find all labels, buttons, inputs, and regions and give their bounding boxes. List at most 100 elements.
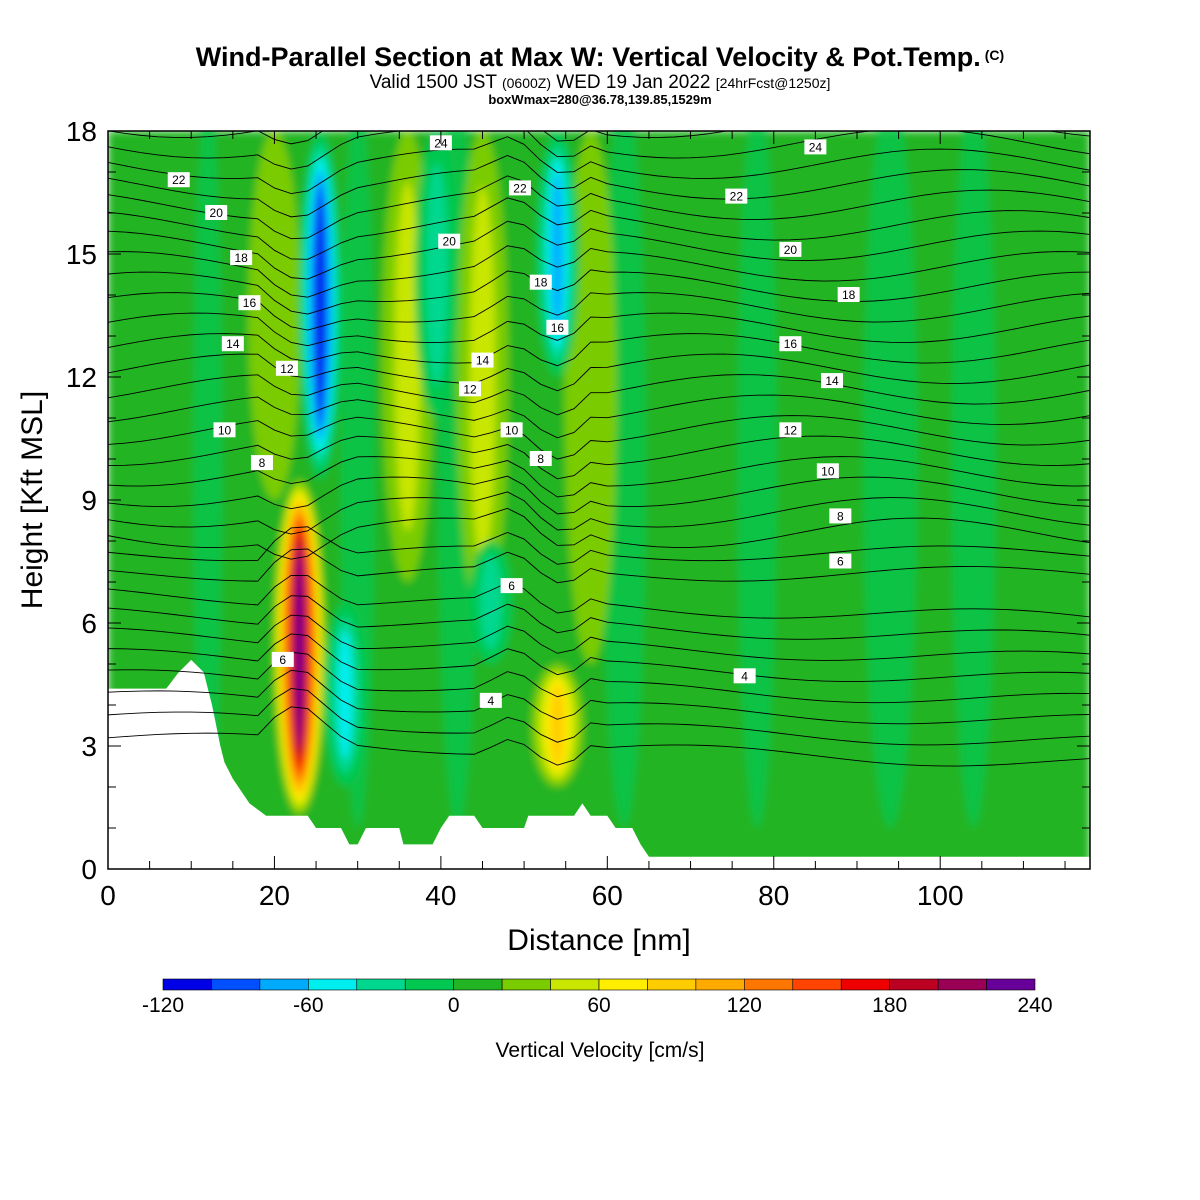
theta-label-11: 18	[529, 274, 552, 290]
downdraft-1-level-3	[337, 630, 353, 760]
theta-label-20: 24	[804, 139, 827, 155]
theta-label-0: 22	[167, 172, 190, 188]
theta-label-bg-1	[205, 205, 228, 220]
vertical-velocity-field	[108, 131, 1090, 869]
theta-contour-27	[108, 155, 1090, 218]
theta-contour-3	[108, 651, 1090, 704]
theta-label-bg-30	[733, 668, 756, 684]
theta-contour-10	[108, 507, 1090, 560]
downdraft-2-level-2	[425, 163, 448, 386]
theta-label-bg-19	[271, 651, 294, 667]
colorbar-segment-6	[453, 978, 503, 991]
theta-contour-24	[108, 220, 1090, 280]
theta-contour-9	[108, 526, 1090, 565]
theta-contour-21	[108, 292, 1090, 331]
forecast-info: [24hrFcst@1250z]	[715, 75, 831, 91]
x-tick-label-40: 40	[425, 880, 456, 911]
theta-contour-16	[108, 394, 1090, 439]
theta-label-30: 4	[733, 668, 756, 684]
colorbar-segment-5	[404, 978, 454, 991]
colorbar-segment-3	[308, 978, 358, 991]
theta-contour-26	[108, 175, 1090, 240]
theta-label-text-5: 12	[280, 362, 294, 376]
theta-label-27: 10	[816, 463, 839, 479]
theta-label-9: 22	[508, 180, 531, 196]
theta-contour-17	[108, 374, 1090, 416]
y-tick-label-9: 9	[81, 485, 97, 516]
colorbar: -120 -60 0 60 120 180 240	[142, 978, 1053, 1017]
theta-label-bg-18	[479, 692, 502, 708]
theta-contour-13	[108, 456, 1090, 498]
theta-label-6: 10	[213, 422, 236, 438]
theta-label-22: 20	[779, 241, 802, 257]
theta-label-15: 10	[500, 422, 523, 438]
colorbar-tick-label-3: 60	[587, 994, 610, 1017]
theta-label-bg-26	[779, 422, 802, 438]
theta-label-bg-22	[779, 241, 802, 257]
colorbar-segment-11	[695, 978, 745, 991]
theta-label-10: 20	[438, 233, 461, 249]
theta-contour-4	[108, 633, 1090, 682]
theta-label-text-10: 20	[443, 235, 457, 249]
downdraft-4-level-2	[479, 554, 502, 651]
terrain-fill	[108, 659, 1090, 869]
updraft-4-level-2	[469, 186, 496, 568]
theta-label-bg-3	[238, 295, 261, 311]
theta-label-bg-29	[829, 553, 852, 569]
theta-label-1: 20	[205, 205, 228, 220]
theta-contour-29	[108, 131, 1090, 170]
theta-label-bg-4	[221, 336, 244, 352]
theta-label-7: 8	[250, 455, 273, 471]
theta-contour-23	[108, 245, 1090, 298]
theta-label-4: 14	[221, 336, 244, 352]
theta-label-bg-27	[816, 463, 839, 479]
theta-label-text-21: 22	[730, 190, 744, 204]
y-axis-title: Height [Kft MSL]	[16, 391, 49, 609]
downdraft-3-level-4	[551, 172, 563, 336]
colorbar-tick-label-6: 240	[1017, 994, 1052, 1017]
theta-label-text-25: 14	[825, 374, 839, 388]
theta-label-text-2: 18	[234, 251, 248, 265]
updraft-1-level-4	[550, 684, 564, 767]
theta-label-text-13: 14	[476, 354, 490, 368]
theta-label-text-17: 6	[508, 579, 515, 593]
theta-label-text-7: 8	[259, 456, 266, 470]
theta-contour-14	[108, 435, 1090, 480]
valid-prefix: Valid 1500 JST	[369, 72, 497, 93]
colorbar-segment-4	[356, 978, 406, 991]
theta-label-21: 22	[725, 188, 748, 204]
theta-label-text-20: 24	[809, 140, 823, 154]
theta-label-bg-28	[829, 508, 852, 524]
theta-label-14: 12	[459, 381, 482, 397]
colorbar-segment-12	[744, 978, 794, 991]
plot-axes: 0 20 40 60 80 100 0 3 6 9 12 15 18	[66, 116, 1091, 911]
theta-label-bg-13	[471, 352, 494, 368]
theta-label-text-1: 20	[210, 206, 224, 220]
theta-contour-7	[108, 574, 1090, 619]
theta-label-bg-25	[821, 373, 844, 389]
x-tick-label-60: 60	[592, 880, 623, 911]
theta-label-2: 18	[230, 250, 253, 266]
weak-band-6	[951, 131, 996, 828]
theta-label-bg-9	[508, 180, 531, 196]
theta-contour-28	[108, 136, 1090, 194]
colorbar-tick-label-1: -60	[293, 994, 323, 1017]
valid-date: WED 19 Jan 2022	[556, 72, 711, 93]
theta-label-5: 12	[275, 360, 298, 376]
theta-label-bg-5	[275, 360, 298, 376]
theta-label-text-24: 16	[784, 337, 798, 351]
chart-title: Wind-Parallel Section at Max W: Vertical…	[0, 42, 1200, 73]
theta-label-23: 18	[837, 287, 860, 302]
theta-label-bg-10	[438, 233, 461, 249]
theta-label-text-11: 18	[534, 276, 548, 290]
theta-contour-19	[108, 333, 1090, 367]
weak-band-5	[862, 131, 918, 828]
potential-temperature-contours	[108, 131, 1090, 767]
theta-label-text-26: 12	[784, 423, 798, 437]
colorbar-segment-16	[937, 978, 987, 991]
theta-label-18: 4	[479, 692, 502, 708]
theta-label-bg-6	[213, 422, 236, 438]
theta-contour-18	[108, 353, 1090, 392]
theta-contour-12	[108, 475, 1090, 515]
